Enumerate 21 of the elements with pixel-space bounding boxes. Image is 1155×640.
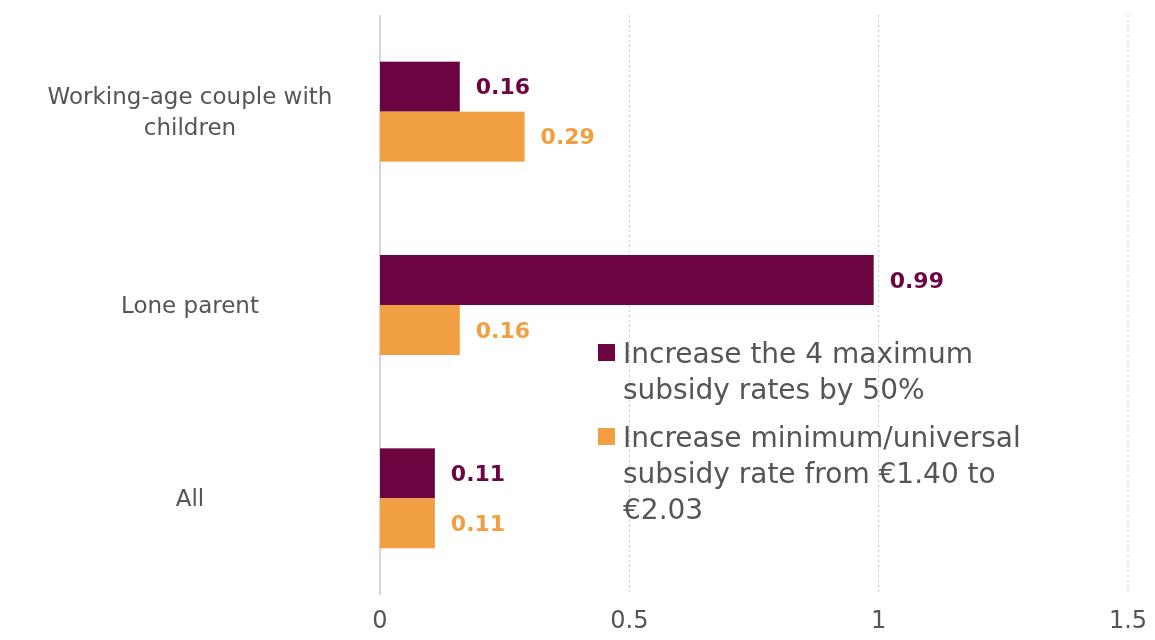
data-label: 0.29 — [540, 124, 595, 150]
legend-label: Increase minimum/universal subsidy rate from €1.40 to €2.03 — [623, 420, 1021, 526]
data-label: 0.16 — [475, 317, 531, 343]
bar — [380, 498, 435, 549]
bar — [380, 61, 460, 112]
bar — [380, 305, 460, 355]
data-label: 0.16 — [475, 74, 531, 100]
x-tick-label: 0.5 — [610, 606, 649, 634]
data-label: 0.99 — [889, 267, 944, 293]
bar — [380, 111, 525, 162]
y-tick-label: Lone parent — [121, 292, 259, 319]
y-tick-label: All — [175, 485, 205, 512]
legend-label: Increase the 4 maximum subsidy rates by 50% — [623, 336, 974, 406]
bar — [380, 255, 874, 305]
data-label: 0.11 — [450, 461, 506, 487]
bar — [380, 448, 435, 499]
y-tick-label: Working-age couple with children — [47, 83, 333, 141]
x-tick-label: 0 — [372, 606, 388, 634]
x-tick-label: 1.5 — [1108, 606, 1148, 634]
data-label: 0.11 — [450, 511, 506, 537]
x-tick-label: 1 — [871, 606, 887, 634]
